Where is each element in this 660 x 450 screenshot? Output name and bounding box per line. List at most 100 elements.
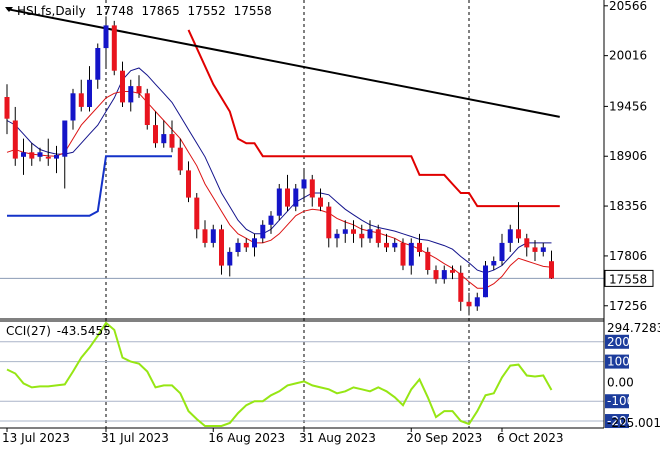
candle-body (540, 247, 546, 252)
candle-body (70, 93, 76, 121)
candle-body (153, 125, 158, 144)
cci-level-box (605, 394, 629, 409)
trailing-stop-blue (7, 155, 172, 217)
candle-body (210, 229, 216, 243)
cci-tick-label: 0.00 (607, 375, 634, 389)
candle-body (375, 229, 381, 243)
candle-body (293, 188, 299, 207)
price-tick-label: 18356 (609, 199, 647, 213)
cci-name: CCI(27) (6, 324, 51, 338)
cci-level-box (605, 414, 629, 429)
candle-body (186, 170, 191, 198)
header-high: 17865 (142, 4, 180, 18)
cci-line (6, 321, 553, 427)
time-tick-label: 13 Jul 2023 (2, 431, 70, 445)
candle-body (260, 224, 266, 239)
price-panel (0, 8, 604, 316)
candle-body (54, 155, 59, 159)
chevron-down-icon[interactable] (5, 7, 13, 12)
chart-header: HSI.fs,Daily 17748 17865 17552 17558 (5, 4, 272, 18)
price-tick-label: 17806 (609, 249, 647, 263)
price-axis: 20566 20016 19456 18906 18356 17806 17256 17558 (604, 0, 654, 313)
current-price-box (604, 269, 654, 287)
candle-body (450, 270, 455, 273)
candle-body (4, 97, 10, 119)
cci-tick-label: -200 (607, 414, 634, 428)
candle-body (491, 261, 497, 266)
header-open: 17748 (96, 4, 134, 18)
candle-body (507, 229, 513, 243)
cci-tick-label: 200 (607, 335, 630, 349)
candle-body (219, 229, 224, 266)
candle-body (12, 120, 18, 159)
candle-body (532, 247, 538, 252)
candle-body (136, 86, 142, 94)
candle-body (62, 120, 68, 157)
candle-body (144, 93, 150, 125)
panel-frames (0, 0, 605, 429)
price-tick-label: 20566 (609, 0, 647, 13)
candle-body (45, 156, 51, 159)
cci-level-box (605, 334, 629, 349)
candle-body (342, 229, 348, 234)
candle-body (334, 233, 340, 239)
candle-body (474, 297, 480, 307)
cci-tick-label: -225.0015 (607, 416, 660, 430)
candle-body (309, 179, 315, 198)
candle-body (120, 70, 125, 103)
candle-body (177, 147, 183, 171)
candle-body (111, 25, 117, 71)
candle-body (326, 206, 332, 239)
candle-body (87, 79, 92, 107)
candle-body (318, 197, 323, 207)
candle-body (128, 86, 134, 103)
cci-tick-label: -100 (607, 394, 634, 408)
candle-body (384, 242, 389, 248)
cci-level-box (605, 354, 629, 369)
candle-body (400, 242, 406, 266)
time-tick-label: 20 Sep 2023 (406, 431, 482, 445)
cci-panel (0, 321, 604, 427)
candle-body (417, 242, 422, 252)
price-tick-label: 19456 (609, 99, 647, 113)
time-tick-label: 31 Jul 2023 (101, 431, 169, 445)
candle-body (37, 152, 43, 157)
trailing-stop-red (187, 29, 560, 208)
candle-body (268, 215, 274, 225)
cci-tick-label: 100 (607, 355, 630, 369)
current-price-label: 17558 (609, 272, 647, 286)
header-low: 17552 (188, 4, 226, 18)
candle-body (161, 134, 167, 144)
candle-body (392, 242, 398, 248)
candle-body (425, 251, 431, 270)
time-axis: 13 Jul 2023 31 Jul 2023 16 Aug 2023 31 Aug … (2, 428, 564, 445)
candle-body (441, 270, 447, 280)
svg-text:HSI.fs,Daily 17748: HSI.fs,Daily 17748 17865 17552 17558 (17, 4, 272, 18)
candle-body (243, 242, 249, 248)
candle-body (78, 93, 84, 107)
candle-body (29, 152, 35, 159)
header-timeframe: Daily (55, 4, 85, 18)
candle-body (549, 261, 554, 279)
price-tick-label: 18906 (609, 149, 647, 163)
cci-tick-label: 294.7283 (607, 321, 660, 335)
candle-body (524, 238, 530, 248)
candle-body (202, 229, 208, 243)
date-separator-lines (105, 0, 470, 428)
candle-body (483, 265, 488, 298)
price-tick-label: 17256 (609, 299, 647, 313)
candle-body (21, 152, 26, 157)
time-tick-label: 31 Aug 2023 (299, 431, 376, 445)
candle-body (276, 188, 282, 216)
time-tick-label: 16 Aug 2023 (208, 431, 285, 445)
header-symbol: HSI.fs (17, 4, 51, 18)
candle-body (367, 229, 373, 239)
candle-body (95, 48, 101, 80)
price-tick-label: 20016 (609, 49, 647, 63)
header-close: 17558 (234, 4, 272, 18)
candle-body (458, 272, 464, 302)
trendline (6, 8, 560, 118)
candle-body (103, 25, 109, 49)
